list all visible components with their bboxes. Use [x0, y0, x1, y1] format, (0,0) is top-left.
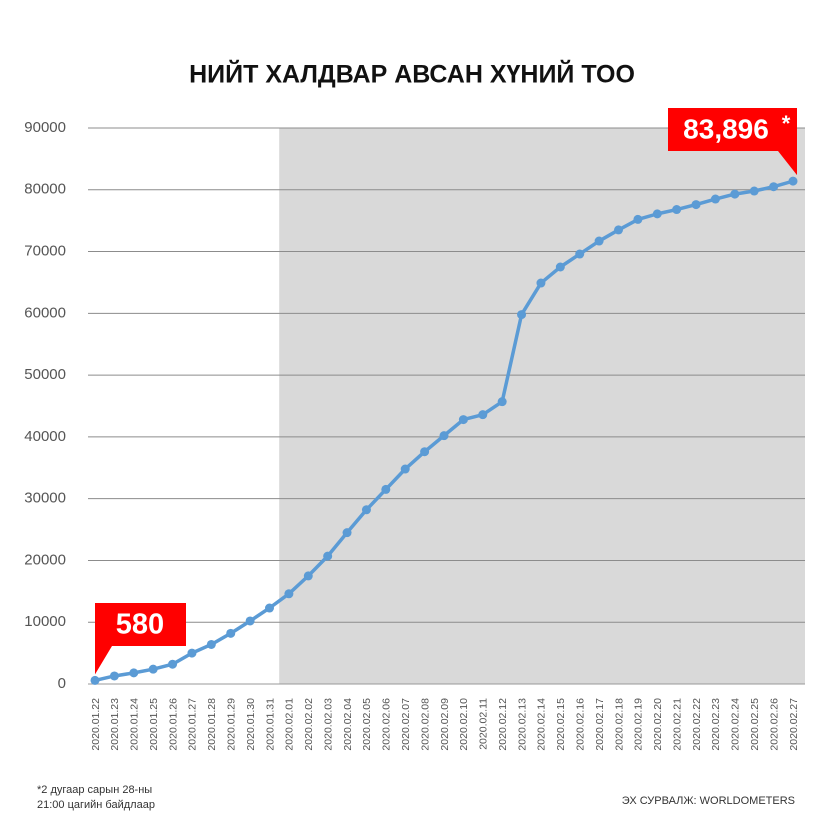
footnote: *2 дугаар сарын 28-ны — [37, 784, 152, 796]
x-tick-label: 2020.02.08 — [419, 698, 431, 751]
x-tick-label: 2020.02.07 — [400, 698, 412, 751]
y-tick-label: 80000 — [24, 181, 66, 198]
chart-title: НИЙТ ХАЛДВАР АВСАН ХҮНИЙ ТОО — [189, 59, 635, 89]
x-tick-label: 2020.01.31 — [264, 698, 276, 751]
source: ЭХ СУРВАЛЖ: WORLDOMETERS — [622, 795, 795, 807]
point — [381, 484, 391, 494]
point — [458, 415, 468, 425]
x-tick-label: 2020.02.12 — [497, 698, 509, 751]
x-tick-label: 2020.02.20 — [652, 698, 664, 751]
point — [536, 278, 546, 288]
point — [749, 186, 759, 196]
point — [90, 675, 100, 685]
callout-label: * — [782, 111, 791, 136]
point — [303, 571, 313, 581]
y-tick-label: 90000 — [24, 119, 66, 136]
point — [594, 236, 604, 246]
point — [730, 189, 740, 199]
x-tick-label: 2020.01.25 — [148, 698, 160, 751]
x-tick-label: 2020.02.03 — [322, 698, 334, 751]
x-tick-label: 2020.02.02 — [303, 698, 315, 751]
point — [129, 668, 139, 678]
y-tick-label: 40000 — [24, 428, 66, 445]
footnote: 21:00 цагийн байдлаар — [37, 799, 155, 811]
y-tick-label: 30000 — [24, 490, 66, 507]
x-tick-label: 2020.02.17 — [594, 698, 606, 751]
point — [575, 249, 585, 259]
x-tick-label: 2020.02.18 — [613, 698, 625, 751]
x-tick-label: 2020.02.14 — [536, 698, 548, 751]
x-tick-label: 2020.01.22 — [90, 698, 102, 751]
x-tick-label: 2020.02.04 — [342, 698, 354, 751]
y-tick-label: 50000 — [24, 366, 66, 383]
point — [109, 671, 119, 681]
x-tick-label: 2020.01.23 — [109, 698, 121, 751]
x-tick-label: 2020.02.19 — [633, 698, 645, 751]
y-tick-label: 70000 — [24, 243, 66, 260]
x-tick-label: 2020.02.26 — [768, 698, 780, 751]
x-tick-label: 2020.02.22 — [691, 698, 703, 751]
highlight-region — [279, 128, 805, 684]
point — [672, 205, 682, 215]
y-tick-label: 60000 — [24, 304, 66, 321]
x-tick-label: 2020.01.30 — [245, 698, 257, 751]
callout-label: 83,896 — [683, 113, 769, 144]
point — [633, 214, 643, 224]
x-tick-label: 2020.02.05 — [361, 698, 373, 751]
point — [284, 589, 294, 599]
point — [788, 176, 798, 186]
x-tick-label: 2020.01.27 — [187, 698, 199, 751]
callout — [668, 108, 797, 176]
point — [226, 628, 236, 638]
x-tick-label: 2020.02.11 — [478, 698, 490, 750]
x-tick-label: 2020.02.06 — [381, 698, 393, 751]
x-tick-label: 2020.02.21 — [671, 698, 683, 751]
point — [245, 616, 255, 626]
x-tick-label: 2020.01.26 — [167, 698, 179, 751]
point — [265, 603, 274, 613]
point — [323, 551, 333, 561]
y-tick-label: 0 — [58, 675, 66, 692]
x-tick-label: 2020.02.15 — [555, 698, 567, 751]
point — [439, 431, 449, 441]
point — [361, 505, 371, 515]
x-tick-label: 2020.02.23 — [710, 698, 722, 751]
callout — [95, 603, 186, 675]
x-tick-label: 2020.02.27 — [788, 698, 800, 751]
x-tick-label: 2020.02.10 — [458, 698, 470, 751]
x-tick-label: 2020.02.24 — [730, 698, 742, 751]
x-tick-label: 2020.01.24 — [129, 698, 141, 751]
y-tick-label: 10000 — [24, 613, 66, 630]
point — [497, 397, 507, 407]
point — [206, 639, 216, 649]
point — [342, 528, 352, 538]
y-tick-label: 20000 — [24, 551, 66, 568]
x-tick-label: 2020.01.28 — [206, 698, 218, 751]
point — [691, 200, 701, 210]
point — [478, 410, 488, 420]
point — [400, 464, 410, 474]
point — [769, 182, 779, 192]
point — [148, 664, 158, 674]
point — [614, 225, 623, 235]
x-tick-label: 2020.02.13 — [516, 698, 528, 751]
point — [710, 194, 720, 204]
point — [420, 447, 430, 457]
point — [517, 310, 527, 320]
point — [168, 659, 178, 669]
x-tick-label: 2020.02.16 — [575, 698, 587, 751]
x-tick-label: 2020.02.01 — [284, 698, 296, 751]
x-tick-label: 2020.01.29 — [226, 698, 238, 751]
callout-label: 580 — [116, 609, 164, 641]
point — [652, 209, 662, 219]
point — [187, 648, 197, 658]
x-tick-label: 2020.02.09 — [439, 698, 451, 751]
point — [555, 262, 565, 272]
x-tick-label: 2020.02.25 — [749, 698, 761, 751]
